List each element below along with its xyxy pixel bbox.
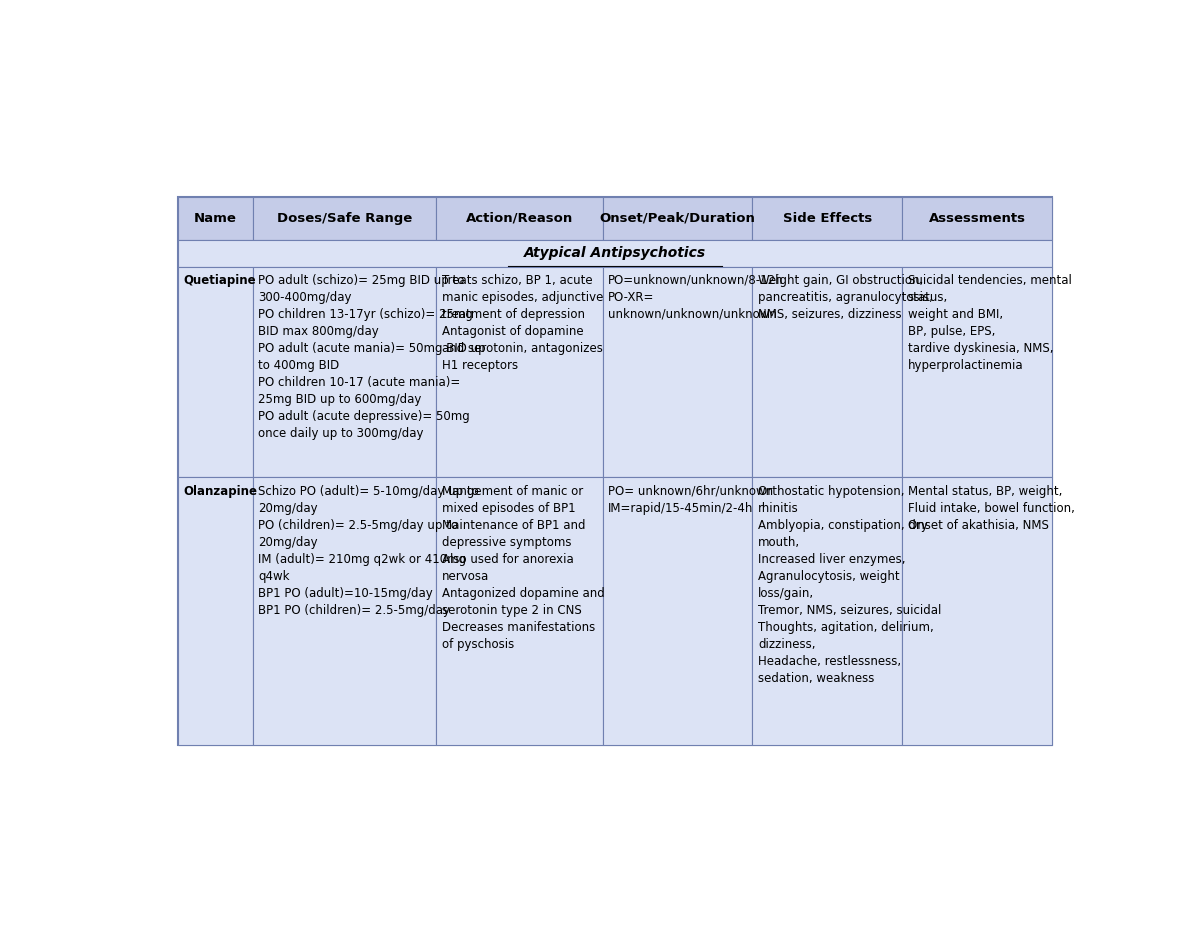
- Text: Atypical Antipsychotics: Atypical Antipsychotics: [524, 247, 706, 260]
- Text: Quetiapine: Quetiapine: [184, 274, 256, 287]
- Bar: [178, 477, 253, 745]
- Bar: [436, 477, 602, 745]
- Bar: [752, 477, 902, 745]
- Text: PO adult (schizo)= 25mg BID up to
300-400mg/day
PO children 13-17yr (schizo)= 25: PO adult (schizo)= 25mg BID up to 300-40…: [258, 274, 486, 440]
- Text: PO= unknown/6hr/unknown
IM=rapid/15-45min/2-4h: PO= unknown/6hr/unknown IM=rapid/15-45mi…: [608, 485, 773, 514]
- Bar: [902, 477, 1052, 745]
- Text: PO=unknown/unknown/8-12h
PO-XR=
unknown/unknown/unknown: PO=unknown/unknown/8-12h PO-XR= unknown/…: [608, 274, 784, 321]
- Text: Doses/Safe Range: Doses/Safe Range: [277, 211, 412, 225]
- Text: Assessments: Assessments: [929, 211, 1026, 225]
- Text: Side Effects: Side Effects: [782, 211, 872, 225]
- Bar: [178, 240, 1052, 267]
- Text: Mental status, BP, weight,
Fluid intake, bowel function,
Onset of akathisia, NMS: Mental status, BP, weight, Fluid intake,…: [908, 485, 1075, 531]
- Bar: [602, 477, 752, 745]
- Bar: [602, 197, 752, 240]
- Text: Suicidal tendencies, mental
status,
weight and BMI,
BP, pulse, EPS,
tardive dysk: Suicidal tendencies, mental status, weig…: [908, 274, 1072, 372]
- Text: Weight gain, GI obstruction,
pancreatitis, agranulocytosis,
NMS, seizures, dizzi: Weight gain, GI obstruction, pancreatiti…: [758, 274, 932, 321]
- Bar: [752, 267, 902, 477]
- Bar: [178, 197, 1052, 745]
- Bar: [436, 197, 602, 240]
- Bar: [253, 197, 436, 240]
- Text: Name: Name: [194, 211, 236, 225]
- Text: Action/Reason: Action/Reason: [466, 211, 572, 225]
- Text: Mangement of manic or
mixed episodes of BP1
Maintenance of BP1 and
depressive sy: Mangement of manic or mixed episodes of …: [442, 485, 605, 651]
- Text: Orthostatic hypotension,
rhinitis
Amblyopia, constipation, dry
mouth,
Increased : Orthostatic hypotension, rhinitis Amblyo…: [758, 485, 941, 684]
- Bar: [752, 197, 902, 240]
- Bar: [178, 267, 253, 477]
- Text: Onset/Peak/Duration: Onset/Peak/Duration: [600, 211, 755, 225]
- Text: Treats schizo, BP 1, acute
manic episodes, adjunctive
treatment of depression
An: Treats schizo, BP 1, acute manic episode…: [442, 274, 602, 372]
- Bar: [178, 197, 253, 240]
- Bar: [902, 197, 1052, 240]
- Bar: [436, 267, 602, 477]
- Text: Schizo PO (adult)= 5-10mg/day up to
20mg/day
PO (children)= 2.5-5mg/day up to
20: Schizo PO (adult)= 5-10mg/day up to 20mg…: [258, 485, 479, 616]
- Bar: [253, 267, 436, 477]
- Bar: [602, 267, 752, 477]
- Bar: [253, 477, 436, 745]
- Text: Olanzapine: Olanzapine: [184, 485, 258, 498]
- Bar: [902, 267, 1052, 477]
